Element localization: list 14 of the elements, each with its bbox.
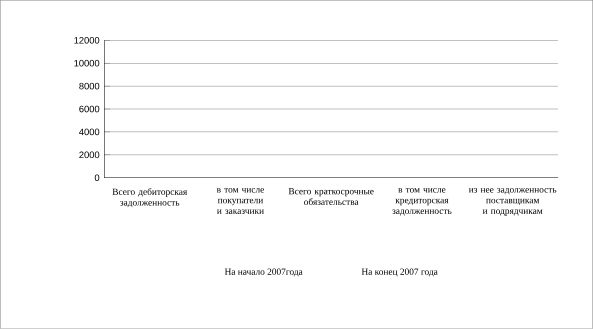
x-tick-label: Всего краткосрочные обязательства xyxy=(288,188,374,206)
x-tick-label: в том числе покупатели и заказчики xyxy=(216,188,264,214)
y-tick-label: 0 xyxy=(94,174,100,182)
y-tick-label: 6000 xyxy=(79,106,100,112)
y-tick-label: 8000 xyxy=(79,82,100,90)
y-tick-label: 2000 xyxy=(79,152,100,158)
text: На начало 2007года xyxy=(224,268,303,277)
x-tick-label: Всего дебиторская задолженность xyxy=(112,188,188,208)
y-tick-label: 4000 xyxy=(79,128,100,136)
text: На конец 2007 года xyxy=(362,268,438,277)
y-tick-label: 10000 xyxy=(74,60,100,67)
x-tick-label: в том числе кредиторская задолженность xyxy=(392,188,452,216)
x-tick-label: из нее задолженность поставщикам и подрядчикам xyxy=(468,188,556,216)
y-tick-label: 12000 xyxy=(74,37,100,44)
